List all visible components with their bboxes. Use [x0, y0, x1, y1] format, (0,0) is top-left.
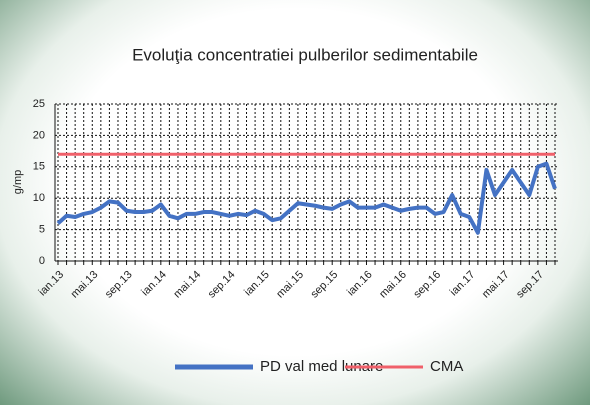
y-tick-label: 20: [33, 129, 45, 141]
x-tick-label: ian.16: [345, 269, 375, 299]
legend-label: PD val med lunare: [260, 358, 383, 375]
y-tick-label: 10: [33, 192, 45, 204]
x-tick-label: sep.15: [309, 269, 341, 301]
y-tick-label: 5: [39, 224, 45, 236]
series-line: [56, 161, 557, 235]
x-tick-label: mai.15: [274, 269, 306, 301]
x-tick-label: ian.13: [36, 269, 66, 299]
x-tick-label: mai.17: [480, 269, 512, 301]
x-tick-label: mai.14: [171, 269, 203, 301]
chart-title: Evoluţia concentratiei pulberilor sedime…: [132, 45, 478, 64]
y-tick-label: 25: [33, 98, 45, 110]
y-axis-label: g/mp: [12, 170, 24, 194]
x-tick-label: mai.13: [69, 269, 101, 301]
x-tick-label: mai.16: [377, 269, 409, 301]
x-tick-label: ian.15: [242, 269, 272, 299]
x-tick-label: sep.14: [206, 269, 238, 301]
y-tick-label: 15: [33, 161, 45, 173]
y-tick-label: 0: [39, 255, 45, 267]
x-tick-label: ian.17: [448, 269, 478, 299]
legend-label: CMA: [430, 358, 463, 375]
x-tick-label: sep.13: [103, 269, 135, 301]
x-tick-label: sep.17: [514, 269, 546, 301]
x-tick-label: sep.16: [411, 269, 443, 301]
x-tick-label: ian.14: [139, 269, 169, 299]
